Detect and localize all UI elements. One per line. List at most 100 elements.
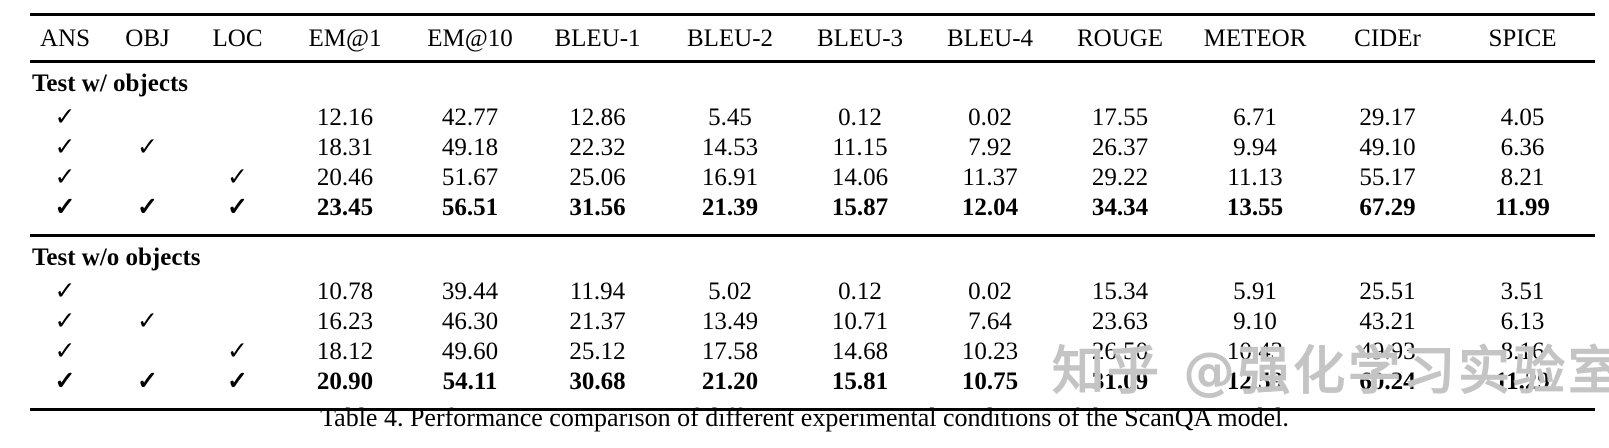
metric-value-cell: 29.22 bbox=[1091, 163, 1149, 191]
metric-value-cell: 8.21 bbox=[1500, 163, 1545, 191]
metric-value-cell: 7.92 bbox=[968, 133, 1012, 161]
metric-value-cell: 0.12 bbox=[838, 103, 882, 131]
table-caption: Table 4. Performance comparison of diffe… bbox=[320, 403, 1289, 432]
checkmark-cell: ✓ bbox=[227, 193, 248, 221]
column-header-obj: OBJ bbox=[125, 24, 170, 52]
empty-check-cell bbox=[100, 102, 195, 132]
metric-value-cell: 12.16 bbox=[316, 103, 374, 131]
metric-value-cell: 51.67 bbox=[441, 163, 499, 191]
metric-value-cell: 23.63 bbox=[1091, 307, 1149, 335]
metric-value-cell: 25.51 bbox=[1359, 277, 1416, 305]
table-row: ✓ ✓ 16.23 46.30 21.37 13.49 10.71 7.64 23.63 9.10… bbox=[30, 306, 1595, 336]
checkmark-cell: ✓ bbox=[54, 103, 76, 131]
empty-check-cell bbox=[100, 276, 195, 306]
metric-value-cell: 26.37 bbox=[1091, 133, 1149, 161]
metric-value-cell: 49.18 bbox=[441, 133, 499, 161]
metric-value-cell: 10.78 bbox=[316, 277, 374, 305]
metric-value-cell: 15.34 bbox=[1091, 277, 1149, 305]
checkmark-cell: ✓ bbox=[54, 367, 76, 395]
metric-value-cell: 31.09 bbox=[1091, 367, 1149, 395]
column-header-bleu3: BLEU-3 bbox=[816, 24, 904, 52]
empty-check-cell bbox=[195, 102, 280, 132]
metric-value-cell: 22.32 bbox=[569, 133, 626, 161]
section-test-with-objects: Test w/ objects ✓ 12.16 42.77 12.86 5.45 0.12 0… bbox=[30, 62, 1595, 236]
metric-value-cell: 18.31 bbox=[316, 133, 374, 161]
metric-value-cell: 23.45 bbox=[316, 193, 374, 221]
metric-value-cell: 10.23 bbox=[961, 337, 1019, 365]
metric-value-cell: 29.17 bbox=[1359, 103, 1416, 131]
metric-value-cell: 13.55 bbox=[1226, 193, 1284, 221]
checkmark-cell: ✓ bbox=[54, 133, 76, 161]
results-table: ANS OBJ LOC EM@1 EM@10 BLEU-1 BLEU-2 BLE… bbox=[30, 13, 1595, 411]
metric-value-cell: 18.12 bbox=[316, 337, 374, 365]
column-header-ans: ANS bbox=[39, 24, 90, 52]
metric-value-cell: 10.75 bbox=[961, 367, 1019, 395]
column-header-loc: LOC bbox=[212, 24, 263, 52]
metric-value-cell: 21.37 bbox=[569, 307, 626, 335]
table-row: ✓ ✓ ✓ 23.45 56.51 31.56 21.39 15.87 12.04 34.34 13… bbox=[30, 192, 1595, 236]
metric-value-cell: 16.91 bbox=[701, 163, 759, 191]
section-label: Test w/o objects bbox=[32, 244, 201, 271]
metric-value-cell: 10.43 bbox=[1226, 337, 1284, 365]
metric-value-cell: 11.15 bbox=[832, 133, 888, 161]
metric-value-cell: 42.77 bbox=[441, 103, 499, 131]
metric-value-cell: 11.94 bbox=[569, 277, 626, 305]
metric-value-cell: 6.13 bbox=[1500, 307, 1545, 335]
metric-value-cell: 5.45 bbox=[708, 103, 752, 131]
metric-value-cell: 0.02 bbox=[968, 277, 1012, 305]
metric-value-cell: 60.24 bbox=[1359, 367, 1416, 395]
metric-value-cell: 11.29 bbox=[1495, 367, 1550, 395]
checkmark-cell: ✓ bbox=[227, 367, 248, 395]
metric-value-cell: 4.05 bbox=[1500, 103, 1545, 131]
metric-value-cell: 11.37 bbox=[962, 163, 1018, 191]
checkmark-cell: ✓ bbox=[227, 163, 248, 191]
checkmark-cell: ✓ bbox=[54, 337, 76, 365]
metric-value-cell: 16.23 bbox=[316, 307, 374, 335]
table-header-row: ANS OBJ LOC EM@1 EM@10 BLEU-1 BLEU-2 BLE… bbox=[30, 15, 1595, 62]
column-header-bleu4: BLEU-4 bbox=[946, 24, 1034, 52]
metric-value-cell: 12.59 bbox=[1226, 367, 1284, 395]
column-header-bleu2: BLEU-2 bbox=[686, 24, 774, 52]
metric-value-cell: 12.86 bbox=[569, 103, 626, 131]
checkmark-cell: ✓ bbox=[137, 367, 158, 395]
checkmark-cell: ✓ bbox=[137, 307, 158, 335]
table-row: ✓ ✓ ✓ 20.90 54.11 30.68 21.20 15.81 10.75 31.09 12… bbox=[30, 366, 1595, 410]
column-header-cider: CIDEr bbox=[1354, 24, 1421, 52]
section-header-row: Test w/ objects bbox=[30, 62, 1595, 103]
column-header-bleu1: BLEU-1 bbox=[554, 24, 641, 52]
empty-check-cell bbox=[195, 132, 280, 162]
table-row: ✓ ✓ 20.46 51.67 25.06 16.91 14.06 11.37 29.22 11.… bbox=[30, 162, 1595, 192]
metric-value-cell: 49.10 bbox=[1359, 133, 1416, 161]
metric-value-cell: 34.34 bbox=[1091, 193, 1149, 221]
metric-value-cell: 8.16 bbox=[1500, 337, 1545, 365]
metric-value-cell: 13.49 bbox=[701, 307, 759, 335]
metric-value-cell: 49.60 bbox=[441, 337, 499, 365]
checkmark-cell: ✓ bbox=[137, 193, 158, 221]
metric-value-cell: 15.87 bbox=[831, 193, 889, 221]
table-row: ✓ 10.78 39.44 11.94 5.02 0.12 0.02 15.34 5.91 25.… bbox=[30, 276, 1595, 306]
column-header-meteor: METEOR bbox=[1203, 24, 1307, 52]
metric-value-cell: 11.99 bbox=[1495, 193, 1550, 221]
metric-value-cell: 43.21 bbox=[1359, 307, 1416, 335]
metric-value-cell: 20.46 bbox=[316, 163, 374, 191]
table-row: ✓ ✓ 18.31 49.18 22.32 14.53 11.15 7.92 26.37 9.94… bbox=[30, 132, 1595, 162]
metric-value-cell: 49.93 bbox=[1359, 337, 1416, 365]
metric-value-cell: 15.81 bbox=[831, 367, 889, 395]
checkmark-cell: ✓ bbox=[54, 277, 76, 305]
metric-value-cell: 6.36 bbox=[1500, 133, 1545, 161]
checkmark-cell: ✓ bbox=[54, 193, 76, 221]
metric-value-cell: 39.44 bbox=[441, 277, 499, 305]
metric-value-cell: 7.64 bbox=[968, 307, 1012, 335]
metric-value-cell: 21.20 bbox=[701, 367, 759, 395]
metric-value-cell: 31.56 bbox=[569, 193, 626, 221]
column-header-em10: EM@10 bbox=[427, 24, 513, 52]
empty-check-cell bbox=[195, 276, 280, 306]
empty-check-cell bbox=[195, 306, 280, 336]
metric-value-cell: 26.50 bbox=[1091, 337, 1149, 365]
metric-value-cell: 17.58 bbox=[701, 337, 759, 365]
checkmark-cell: ✓ bbox=[54, 307, 76, 335]
table-row: ✓ 12.16 42.77 12.86 5.45 0.12 0.02 17.55 6.71 29.… bbox=[30, 102, 1595, 132]
metric-value-cell: 46.30 bbox=[441, 307, 499, 335]
metric-value-cell: 5.02 bbox=[708, 277, 752, 305]
